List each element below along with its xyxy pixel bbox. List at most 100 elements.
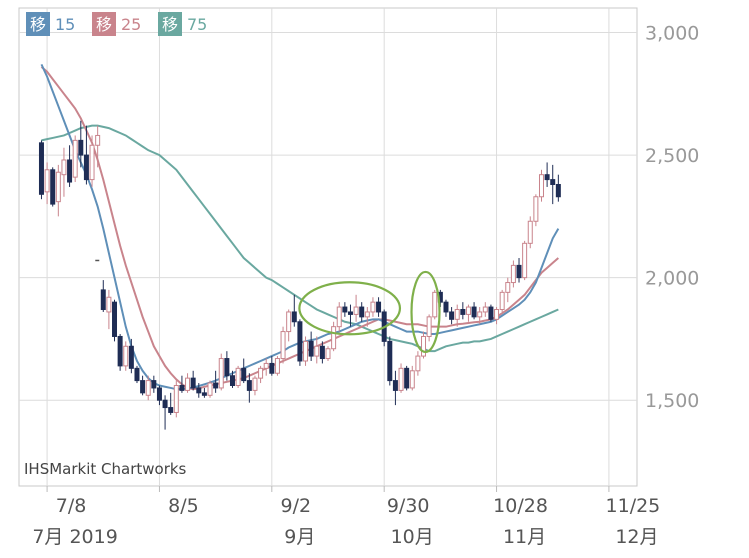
candle-body [67,159,73,183]
candle-body [72,139,78,178]
candle [55,164,61,217]
candle [465,304,471,322]
candle [61,147,67,197]
x-tick-date-label: 10/28 [493,495,548,517]
candle-body [95,134,101,146]
candle [151,375,157,393]
candle [471,302,477,320]
candle-body [336,306,342,328]
candle-body [61,159,67,176]
candle [550,164,556,205]
x-tick-month-label: 7月 2019 [32,526,117,548]
annotation-ellipse [298,281,402,336]
candle [83,125,89,185]
candle-body [213,382,219,389]
candle-body [241,367,247,382]
y-tick-label: 3,000 [645,23,699,45]
candle [522,240,528,281]
candle [415,351,421,376]
candle-body [376,301,382,313]
annotation-ellipse [410,270,441,354]
candle [274,356,280,376]
candle [325,346,331,361]
candle-body [392,380,398,391]
candle-body [426,316,432,337]
candle [190,370,196,391]
candle [50,167,56,207]
candle [213,370,219,393]
candle-body [78,139,84,156]
candle [454,304,460,327]
candle [252,375,258,396]
candle [67,145,73,187]
legend-label: 75 [187,15,207,34]
legend-box-label: 移 [162,15,178,34]
candle-body [38,142,44,195]
candle-body [555,183,561,198]
candle-body [89,144,95,181]
grid-layer [18,7,638,487]
candle-body [218,358,224,389]
candle [538,169,544,202]
candle-body [308,340,314,357]
candle-body [314,345,320,357]
candle-body [482,306,488,313]
candle [140,375,146,396]
candle-body [421,335,427,357]
candle [106,289,112,330]
candle-body [370,301,376,313]
candle-body [123,345,129,367]
candle [421,331,427,359]
candle [314,336,320,364]
candle-body [134,367,140,382]
candle-body [465,306,471,315]
candle [207,380,213,398]
candle-body [162,399,168,409]
candle-body [505,282,511,293]
candle-body [201,392,207,396]
candle [347,304,353,327]
candle [359,302,365,322]
candle [494,307,500,325]
candle-body [443,301,449,313]
candle-body [404,367,410,389]
y-tick-label: 2,000 [645,268,699,290]
candle-body [544,174,550,181]
candle [319,341,325,364]
candle [364,307,370,327]
candle [387,336,393,386]
candle [544,162,550,187]
x-tick-date-label: 11/25 [606,495,661,517]
candle [404,365,410,391]
watermark-text: IHSMarkit Chartworks [24,460,187,478]
candle-body [527,220,533,244]
candle [123,341,129,371]
candle [291,294,297,327]
candle-body [510,264,516,284]
candle-layer [38,120,561,430]
candle [241,358,247,384]
candle-body [168,407,174,413]
candle [370,297,376,317]
candle-body [55,171,61,203]
candle [168,392,174,415]
candle-body [140,380,146,394]
x-tick-month-label: 11月 [503,526,546,548]
candle-body [516,264,522,279]
candle-body [297,321,303,362]
candle-body [331,326,337,350]
candle [72,135,78,183]
candle [95,125,101,168]
candle [145,375,151,401]
candle-body [235,367,241,386]
candle-body [106,296,112,313]
candle-body [471,306,477,318]
candle-body [112,301,118,337]
candle [224,351,230,381]
candle-body [145,380,151,396]
candle [112,299,118,342]
candle [117,334,123,371]
plot-frame [18,7,638,487]
legend-box-label: 移 [96,15,112,34]
